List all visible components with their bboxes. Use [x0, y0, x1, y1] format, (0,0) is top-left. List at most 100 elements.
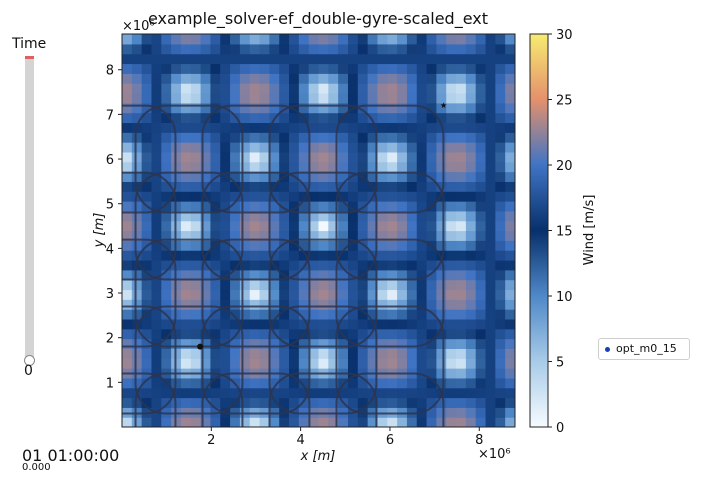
heat-cell: [318, 259, 329, 271]
heat-cell: [406, 161, 418, 173]
heat-cell: [180, 417, 192, 427]
heat-cell: [505, 112, 515, 124]
heat-cell: [406, 142, 418, 153]
heat-cell: [426, 289, 437, 300]
heat-cell: [269, 309, 280, 320]
heat-cell: [171, 34, 182, 45]
heat-cell: [377, 181, 388, 192]
heat-cell: [367, 338, 379, 349]
heat-cell: [387, 53, 398, 65]
heat-cell: [338, 417, 349, 427]
legend-label: opt_m0_15: [616, 342, 677, 355]
heat-cell: [436, 83, 447, 94]
heat-cell: [475, 122, 487, 133]
heat-cell: [279, 210, 290, 222]
heat-cell: [200, 102, 212, 114]
heat-cell: [426, 151, 437, 163]
heat-cell: [289, 92, 300, 104]
heat-cell: [122, 250, 133, 261]
heat-cell: [249, 201, 261, 212]
heat-cell: [161, 250, 172, 261]
heat-cell: [416, 53, 428, 65]
heat-cell: [347, 230, 359, 241]
heat-cell: [485, 309, 496, 320]
heat-cell: [406, 112, 418, 124]
heat-cell: [122, 210, 133, 222]
heat-cell: [446, 377, 457, 389]
heat-cell: [436, 407, 447, 418]
heat-cell: [200, 220, 212, 232]
heat-cell: [328, 377, 339, 389]
heat-cell: [289, 328, 300, 340]
heat-cell: [298, 289, 310, 300]
heat-cell: [387, 73, 398, 84]
heat-cell: [367, 417, 379, 427]
time-slider-handle[interactable]: [24, 355, 35, 366]
heat-cell: [328, 318, 339, 330]
heat-cell: [436, 417, 447, 427]
heat-cell: [131, 112, 143, 124]
heat-cell: [230, 112, 241, 124]
heat-cell: [465, 220, 477, 232]
heat-cell: [475, 210, 487, 222]
heat-cell: [406, 250, 418, 261]
heat-cell: [308, 417, 320, 427]
heat-cell: [505, 43, 515, 55]
heat-cell: [456, 348, 467, 359]
heat-cell: [239, 397, 251, 408]
heat-cell: [259, 279, 270, 291]
heat-cell: [505, 318, 515, 330]
heat-cell: [446, 92, 457, 104]
time-slider-value: 0: [24, 363, 33, 379]
heat-cell: [298, 358, 310, 369]
heat-cell: [298, 417, 310, 427]
heat-cell: [151, 112, 162, 124]
heat-cell: [318, 73, 329, 84]
heat-cell: [357, 142, 369, 153]
heat-cell: [387, 191, 398, 202]
heat-cell: [377, 102, 388, 114]
time-slider[interactable]: [25, 58, 34, 360]
heat-cell: [200, 53, 212, 65]
heat-cell: [161, 53, 172, 65]
heat-cell: [122, 102, 133, 114]
heat-cell: [475, 377, 487, 389]
heat-cell: [230, 132, 241, 143]
heat-cell: [122, 83, 133, 94]
legend[interactable]: opt_m0_15: [598, 338, 690, 360]
heat-cell: [180, 161, 192, 173]
gyre-contour: [335, 305, 445, 415]
heat-cell: [239, 112, 251, 124]
heat-cell: [485, 259, 496, 271]
heat-cell: [416, 220, 428, 232]
heat-cell: [416, 142, 428, 153]
heat-cell: [456, 220, 467, 232]
heat-cell: [200, 161, 212, 173]
heat-cell: [122, 269, 133, 281]
heat-cell: [239, 230, 251, 241]
heat-cell: [495, 338, 506, 349]
heat-cell: [357, 338, 369, 349]
heat-cell: [279, 259, 290, 271]
heat-cell: [495, 132, 506, 143]
heat-cell: [151, 387, 162, 399]
heat-cell: [259, 318, 270, 330]
heat-cell: [269, 279, 280, 291]
heat-cell: [387, 309, 398, 320]
heat-cell: [436, 358, 447, 369]
heat-cell: [426, 318, 437, 330]
heat-cell: [180, 318, 192, 330]
heat-cell: [446, 279, 457, 291]
heat-cell: [141, 34, 153, 45]
heat-cell: [416, 259, 428, 271]
heat-cell: [200, 112, 212, 124]
heat-cell: [495, 63, 506, 74]
colorbar-tick-label: 5: [556, 356, 564, 371]
heat-cell: [269, 151, 280, 163]
heat-cell: [161, 161, 172, 173]
heat-cell: [338, 122, 349, 133]
heat-cell: [239, 73, 251, 84]
heat-cell: [161, 73, 172, 84]
heat-cell: [269, 348, 280, 359]
heat-cell: [190, 201, 202, 212]
